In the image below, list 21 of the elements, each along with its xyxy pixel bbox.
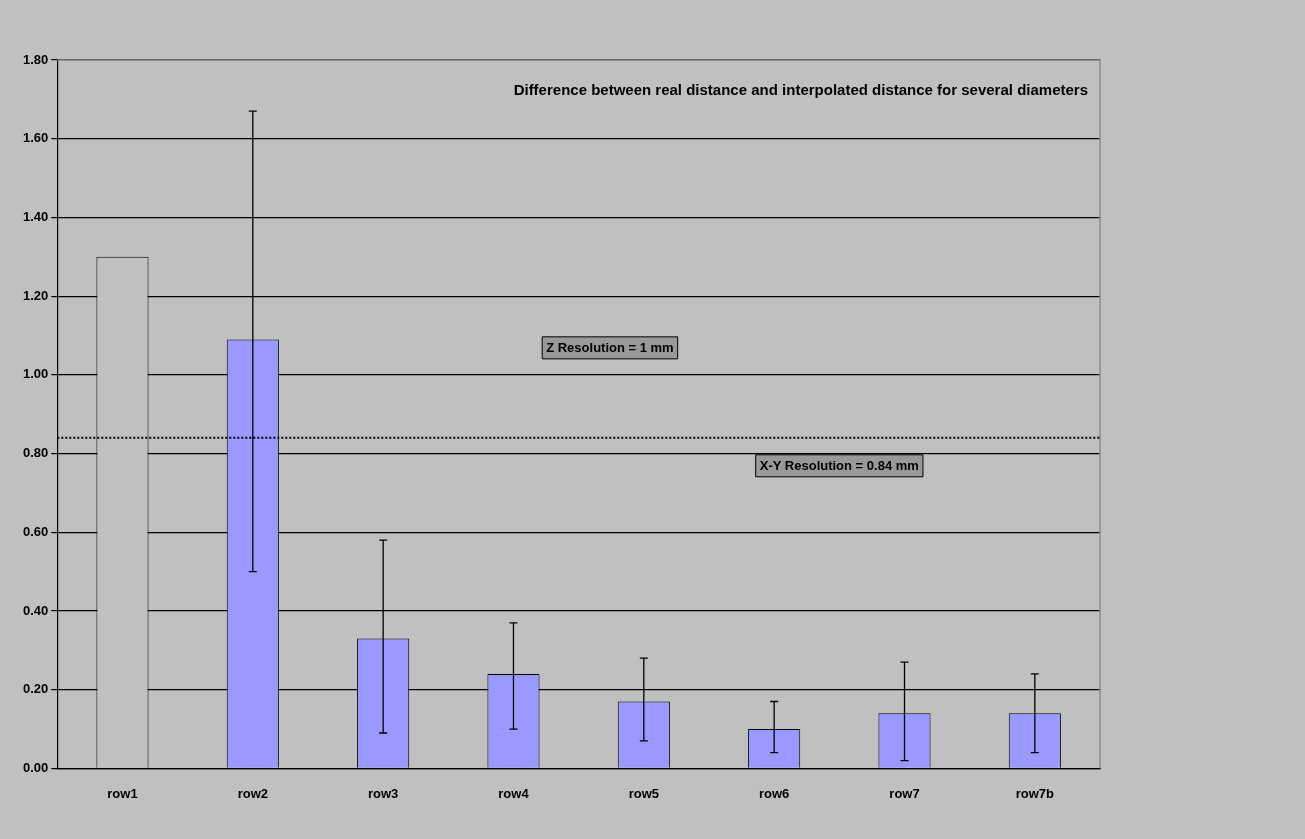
y-tick-label: 0.40 — [22, 602, 49, 618]
x-tick-label: row3 — [367, 785, 399, 801]
y-tick-label: 1.40 — [22, 209, 49, 224]
y-tick-label: 1.80 — [22, 51, 49, 67]
x-tick-label: row1 — [107, 785, 138, 801]
y-tick-label: 0.60 — [22, 523, 49, 539]
x-tick-label: row5 — [628, 785, 659, 801]
y-tick-label: 1.00 — [22, 366, 49, 382]
ref-line-label: X-Y Resolution = 0.84 mm — [759, 458, 919, 474]
x-tick-label: row2 — [237, 785, 268, 801]
y-tick-label: 0.00 — [22, 759, 49, 775]
x-tick-label: row7b — [1015, 785, 1055, 801]
annotation: Z Resolution = 1 mm — [546, 340, 674, 356]
y-tick-label: 0.20 — [22, 681, 49, 697]
y-tick-label: 1.60 — [22, 130, 49, 146]
x-tick-label: row4 — [498, 785, 530, 801]
text: Difference between real distance and interpolated distance for several diameters — [513, 81, 1088, 99]
x-tick-label: row6 — [758, 785, 790, 801]
y-tick-label: 1.20 — [22, 287, 49, 303]
x-tick-label: row7 — [889, 785, 920, 801]
y-tick-label: 0.80 — [22, 445, 49, 461]
